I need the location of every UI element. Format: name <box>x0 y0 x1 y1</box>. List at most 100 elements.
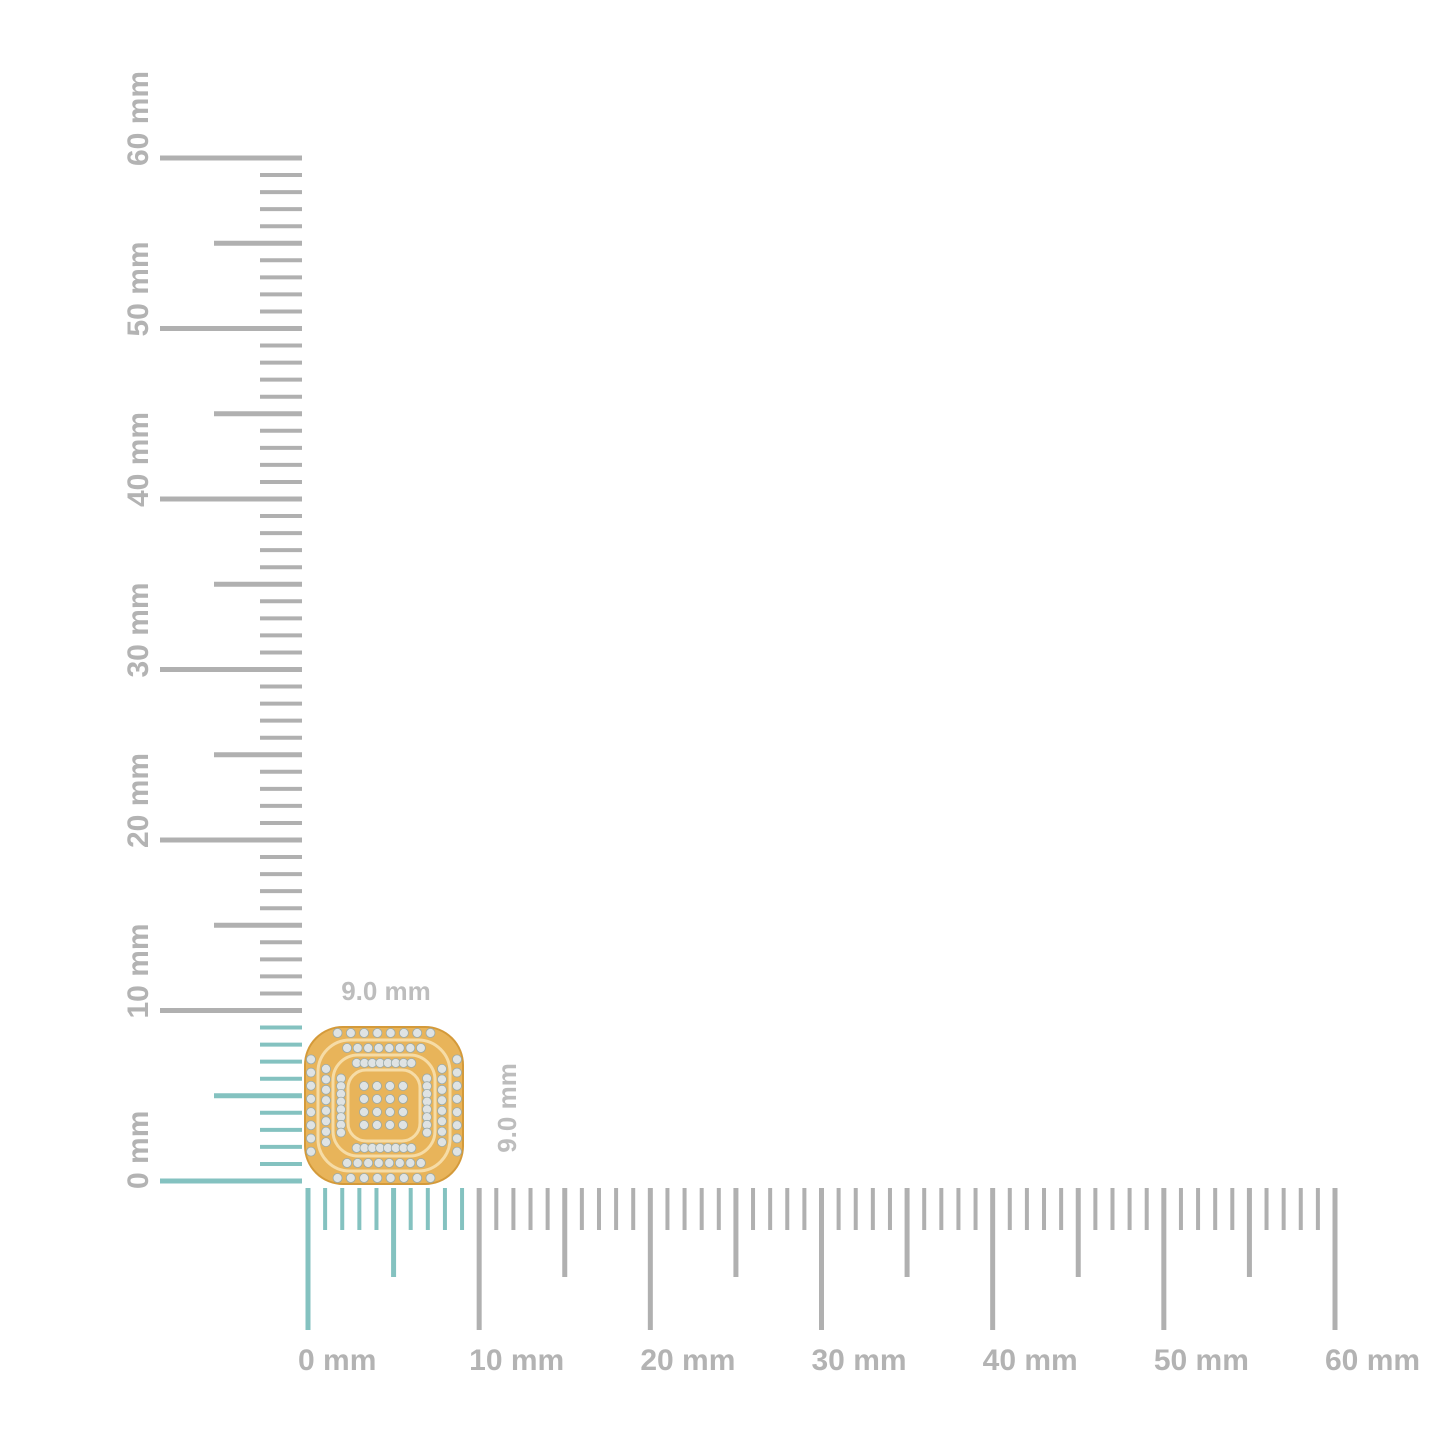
stone <box>394 1158 405 1168</box>
stone <box>385 1173 396 1183</box>
stone <box>321 1126 331 1137</box>
x-ruler-label: 10 mm <box>469 1344 564 1377</box>
stone <box>452 1094 462 1104</box>
stone <box>321 1064 331 1074</box>
stone <box>332 1028 343 1038</box>
stone <box>372 1173 383 1183</box>
stone <box>437 1084 447 1095</box>
stone <box>306 1107 316 1117</box>
stone <box>321 1074 331 1085</box>
stone <box>452 1080 462 1091</box>
stone <box>342 1043 352 1053</box>
stone <box>412 1028 423 1038</box>
x-ruler-label: 0 mm <box>298 1344 376 1377</box>
stone <box>452 1120 462 1131</box>
stone <box>437 1064 447 1074</box>
stone <box>405 1043 416 1053</box>
x-ruler-label: 60 mm <box>1325 1344 1420 1377</box>
stone <box>405 1158 416 1168</box>
stone <box>385 1081 395 1091</box>
stone <box>321 1095 331 1106</box>
stone <box>306 1054 316 1065</box>
stone <box>372 1120 382 1130</box>
stone <box>452 1067 462 1078</box>
stone <box>384 1043 395 1053</box>
stone <box>437 1137 447 1147</box>
stone <box>437 1126 447 1137</box>
stone <box>363 1043 374 1053</box>
stone <box>321 1105 331 1116</box>
stone <box>452 1146 462 1157</box>
stone <box>437 1105 447 1116</box>
stone <box>422 1127 432 1138</box>
stone <box>359 1094 369 1104</box>
stone <box>359 1173 369 1183</box>
stone <box>359 1081 369 1091</box>
y-ruler-label: 50 mm <box>122 241 155 336</box>
stone <box>321 1116 331 1127</box>
stone <box>359 1107 369 1117</box>
stone <box>399 1173 409 1183</box>
y-ruler-label: 10 mm <box>122 923 155 1018</box>
stone <box>373 1158 384 1168</box>
stone <box>332 1173 343 1183</box>
stone <box>306 1094 316 1104</box>
stone <box>373 1043 384 1053</box>
y-ruler-label: 20 mm <box>122 753 155 848</box>
stone <box>363 1158 374 1168</box>
stone <box>342 1158 352 1168</box>
stone <box>372 1094 382 1104</box>
stone <box>394 1043 405 1053</box>
x-ruler-label: 20 mm <box>640 1344 735 1377</box>
stone <box>398 1120 408 1130</box>
x-ruler-label: 30 mm <box>812 1344 907 1377</box>
stone <box>385 1107 395 1117</box>
stone <box>385 1120 395 1130</box>
stone <box>437 1116 447 1127</box>
y-ruler-label: 40 mm <box>122 412 155 507</box>
stone <box>372 1028 383 1038</box>
stone <box>399 1028 409 1038</box>
stone <box>306 1133 316 1144</box>
stone <box>352 1043 363 1053</box>
stone <box>306 1067 316 1078</box>
y-ruler-label: 60 mm <box>122 71 155 166</box>
stone <box>416 1043 426 1053</box>
stone <box>416 1158 426 1168</box>
stone <box>437 1074 447 1085</box>
stone <box>372 1081 382 1091</box>
stone <box>412 1173 423 1183</box>
stone <box>321 1137 331 1147</box>
stone <box>345 1028 356 1038</box>
stone <box>306 1146 316 1157</box>
stone <box>336 1127 346 1138</box>
x-ruler-label: 40 mm <box>983 1344 1078 1377</box>
stone <box>359 1028 369 1038</box>
stone <box>359 1120 369 1130</box>
stone <box>306 1080 316 1091</box>
stone <box>385 1094 395 1104</box>
stone <box>452 1107 462 1117</box>
y-ruler-label: 0 mm <box>122 1111 155 1189</box>
stone <box>345 1173 356 1183</box>
stone <box>452 1054 462 1065</box>
stone <box>372 1107 382 1117</box>
y-ruler-label: 30 mm <box>122 582 155 677</box>
stone <box>398 1081 408 1091</box>
stone <box>306 1120 316 1131</box>
stone <box>385 1028 396 1038</box>
stone <box>352 1158 363 1168</box>
stone <box>384 1158 395 1168</box>
stone <box>437 1095 447 1106</box>
earring <box>304 1026 464 1185</box>
stone <box>398 1094 408 1104</box>
stone <box>406 1143 417 1153</box>
x-ruler-label: 50 mm <box>1154 1344 1249 1377</box>
stone <box>398 1107 408 1117</box>
stone <box>406 1058 417 1068</box>
stone <box>425 1173 436 1183</box>
stone <box>321 1084 331 1095</box>
stone <box>452 1133 462 1144</box>
stone <box>425 1028 436 1038</box>
